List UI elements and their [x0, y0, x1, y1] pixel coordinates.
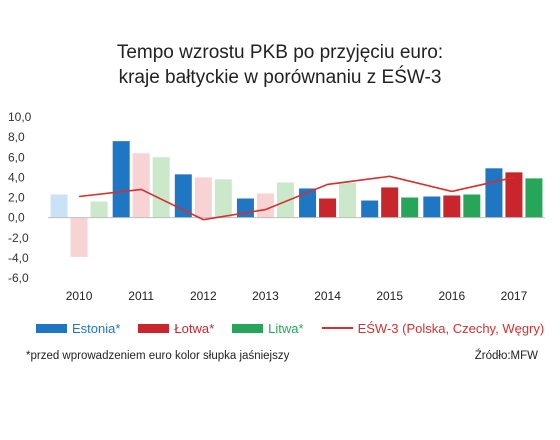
bar-lotwa: [132, 153, 150, 218]
bar-litwa: [401, 197, 419, 218]
x-category-label: 2017: [501, 289, 528, 303]
legend-item-litwa: Litwa*: [232, 320, 304, 336]
y-tick-label: 10,0: [8, 110, 32, 124]
legend-swatch-estonia: [36, 323, 67, 333]
chart-title-line-2: kraje bałtyckie w porównaniu z EŚW-3: [118, 67, 442, 88]
chart-footnote: *przed wprowadzeniem euro kolor słupka j…: [26, 350, 290, 362]
bar-litwa: [276, 182, 294, 218]
y-tick-label: 6,0: [8, 150, 25, 164]
line-series-esw3: [78, 175, 515, 221]
chart-legend: Estonia* Łotwa* Litwa* EŚW-3 (Polska, Cz…: [36, 319, 560, 337]
legend-label-lotwa: Łotwa*: [174, 320, 215, 336]
bar-lotwa: [505, 172, 523, 218]
x-category-label: 2010: [66, 289, 93, 303]
x-category-label: 2013: [252, 289, 279, 303]
legend-item-lotwa: Łotwa*: [138, 321, 214, 336]
y-tick-label: 4,0: [8, 170, 25, 184]
bar-estonia: [423, 196, 441, 218]
y-tick-label: -2,0: [8, 231, 29, 245]
bar-litwa: [525, 178, 543, 218]
y-tick-label: 2,0: [8, 191, 25, 205]
y-tick-label: -4,0: [8, 251, 29, 265]
x-category-label: 2014: [314, 289, 341, 303]
x-category-label: 2016: [438, 289, 465, 303]
legend-label-esw3: EŚW-3 (Polska, Czechy, Węgry): [357, 320, 545, 336]
chart-title: Tempo wzrostu PKB po przyjęciu euro: kra…: [0, 40, 560, 90]
x-category-label: 2011: [128, 289, 154, 303]
x-category-label: 2012: [190, 289, 217, 303]
chart-source: Źródło:MFW: [474, 350, 538, 362]
bar-estonia: [361, 200, 379, 218]
chart-title-line-1: Tempo wzrostu PKB po przyjęciu euro:: [116, 42, 444, 63]
bar-estonia: [299, 188, 317, 218]
bar-estonia: [485, 168, 503, 218]
legend-label-litwa: Litwa*: [268, 320, 304, 336]
y-tick-label: 0,0: [8, 211, 25, 225]
bar-estonia: [236, 198, 254, 218]
bar-lotwa: [256, 193, 274, 218]
bar-lotwa: [381, 187, 399, 218]
legend-swatch-litwa: [232, 323, 264, 333]
legend-line-esw3: [321, 327, 353, 329]
bar-estonia: [174, 174, 192, 218]
y-tick-label: 8,0: [8, 130, 25, 144]
bar-lotwa: [319, 198, 337, 218]
bar-estonia: [112, 141, 130, 218]
bar-litwa: [339, 182, 357, 218]
legend-swatch-lotwa: [138, 323, 170, 333]
legend-label-estonia: Estonia*: [72, 320, 121, 336]
bar-litwa: [152, 157, 170, 218]
bar-lotwa: [194, 177, 212, 218]
x-category-label: 2015: [376, 289, 403, 303]
y-tick-label: -6,0: [8, 271, 29, 285]
bar-lotwa: [443, 195, 461, 218]
bar-litwa: [214, 179, 232, 218]
legend-item-esw3: EŚW-3 (Polska, Czechy, Węgry): [321, 320, 545, 336]
bar-litwa: [463, 194, 481, 218]
bar-lotwa: [70, 217, 88, 257]
bar-estonia: [50, 194, 68, 218]
legend-item-estonia: Estonia*: [36, 321, 120, 336]
bar-litwa: [90, 201, 108, 218]
